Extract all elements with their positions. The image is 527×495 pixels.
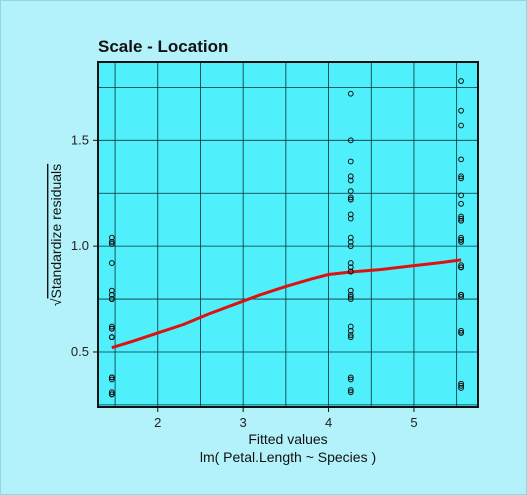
x-tick-label: 4: [325, 415, 332, 430]
residual-point: [108, 323, 115, 330]
residual-point: [347, 188, 354, 195]
residual-point: [108, 334, 115, 341]
plot-panel: [97, 61, 479, 408]
residual-point: [347, 374, 354, 381]
residual-point: [458, 107, 464, 114]
residual-point: [347, 243, 354, 250]
residual-point: [458, 175, 464, 182]
residual-point: [347, 387, 354, 393]
residual-point: [347, 173, 354, 180]
residual-point: [347, 294, 354, 300]
residual-point: [108, 389, 115, 396]
residual-points: [108, 78, 464, 398]
residual-point: [108, 296, 115, 302]
residual-point: [347, 268, 354, 275]
residual-point: [347, 196, 354, 203]
y-tick-label: 1.0: [71, 238, 89, 253]
residual-point: [108, 391, 115, 398]
chart-title: Scale - Location: [98, 37, 228, 56]
residual-point: [458, 192, 464, 199]
residual-point: [108, 241, 115, 247]
residual-point: [458, 200, 464, 207]
residual-point: [347, 215, 354, 222]
residual-point: [458, 156, 464, 163]
smooth-line: [111, 258, 462, 350]
residual-point: [347, 287, 354, 294]
residual-point: [347, 264, 354, 271]
residual-point: [458, 239, 464, 245]
residual-point: [458, 213, 464, 220]
chart-subtitle: lm( Petal.Length ~ Species ): [200, 449, 376, 465]
residual-point: [347, 158, 354, 165]
y-axis-label: √Standardize residuals: [48, 164, 64, 306]
residual-point: [458, 122, 464, 129]
x-tick-label: 3: [240, 415, 247, 430]
plot-border: [97, 61, 479, 408]
plot-background: [98, 62, 478, 407]
residual-point: [458, 264, 464, 271]
residual-point: [108, 234, 115, 241]
y-axis-label-sqrt: √: [48, 298, 64, 306]
residual-point: [458, 382, 464, 389]
residual-point: [458, 78, 464, 84]
residual-point: [347, 177, 354, 184]
residual-point: [347, 194, 354, 201]
residual-point: [347, 291, 354, 298]
residual-point: [347, 234, 354, 241]
residual-point: [108, 260, 115, 266]
x-axis-label: Fitted values: [248, 431, 327, 447]
residual-point: [347, 389, 354, 396]
residual-point: [108, 374, 115, 381]
x-tick-label: 5: [410, 415, 417, 430]
y-axis-label-group: √Standardize residuals: [48, 164, 64, 306]
residual-point: [458, 236, 464, 243]
residual-point: [347, 376, 354, 383]
residual-point: [458, 294, 464, 300]
residual-point: [108, 325, 115, 332]
residual-point: [108, 287, 115, 294]
x-tick-label: 2: [154, 415, 161, 430]
residual-point: [458, 234, 464, 241]
residual-point: [347, 137, 354, 144]
residual-point: [347, 211, 354, 218]
residual-point: [347, 332, 354, 338]
residual-point: [458, 215, 464, 222]
smooth-line-group: [111, 258, 462, 350]
residual-point: [458, 291, 464, 298]
residual-point: [108, 239, 115, 245]
residual-point: [458, 385, 464, 391]
residual-point: [347, 334, 354, 341]
residual-point: [347, 90, 354, 97]
x-axis-ticks: 2 3 4 5: [154, 407, 418, 430]
residual-point: [458, 330, 464, 336]
y-axis-label-text: Standardize residuals: [48, 164, 64, 299]
residual-point: [458, 173, 464, 180]
residual-point: [108, 291, 115, 298]
y-axis-ticks: 0.5 1.0 1.5: [71, 132, 98, 359]
y-tick-label: 1.5: [71, 132, 89, 147]
residual-point: [108, 376, 115, 383]
residual-point: [347, 239, 354, 245]
residual-point: [347, 260, 354, 266]
grid-lines: [98, 62, 478, 407]
y-tick-label: 0.5: [71, 344, 89, 359]
residual-point: [347, 296, 354, 302]
residual-point: [458, 327, 464, 334]
residual-point: [458, 380, 464, 387]
residual-point: [458, 262, 464, 269]
residual-point: [347, 327, 354, 334]
residual-point: [458, 217, 464, 224]
residual-point: [347, 323, 354, 330]
